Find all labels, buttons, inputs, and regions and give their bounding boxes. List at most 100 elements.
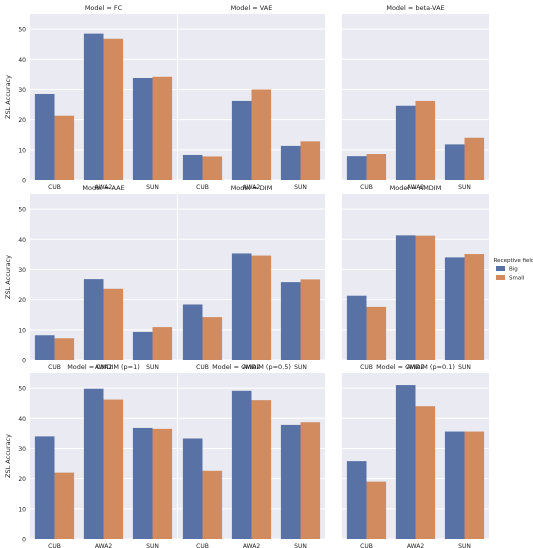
panel: 0 10 20 30 40 50 Model = CMDIM (p=1) CUB AWA2 SUN… <box>4 363 177 548</box>
x-tick-label: SUN <box>458 184 471 191</box>
panel-title: Model = beta-VAE <box>386 4 444 12</box>
bar-small <box>251 255 272 360</box>
legend-title: Receptive field <box>494 258 533 264</box>
x-tick-label: SUN <box>146 543 159 548</box>
bar-big <box>182 438 203 539</box>
y-tick-label: 30 <box>18 267 26 274</box>
y-tick-label: 50 <box>18 27 26 34</box>
bar-small <box>202 317 223 360</box>
x-tick-label: AWA2 <box>243 543 260 548</box>
bar-small <box>251 400 272 539</box>
bar-small <box>54 472 75 539</box>
x-tick-label: AWA2 <box>407 184 424 191</box>
panel-title: Model = FC <box>85 4 123 12</box>
panel: Model = DIM CUB AWA2 SUN <box>178 184 325 371</box>
bar-big <box>231 390 252 539</box>
x-tick-label: SUN <box>458 364 471 371</box>
x-tick-label: SUN <box>294 184 307 191</box>
bar-big <box>346 156 367 180</box>
x-tick-label: SUN <box>294 364 307 371</box>
bar-small <box>54 338 75 360</box>
panel: Model = VAE CUB AWA2 SUN <box>178 4 325 191</box>
bar-big <box>395 385 416 539</box>
x-tick-label: CUB <box>360 184 373 191</box>
x-tick-label: CUB <box>360 543 373 548</box>
bar-big <box>395 235 416 360</box>
x-tick-label: AWA2 <box>95 184 112 191</box>
x-tick-label: AWA2 <box>95 364 112 371</box>
bar-big <box>83 33 104 181</box>
bar-small <box>366 306 387 360</box>
y-tick-label: 50 <box>18 207 26 214</box>
bar-small <box>202 470 223 539</box>
bar-small <box>415 235 436 360</box>
panel: Model = CMDIM (p=0.1)CUBAWA2SUNDataset <box>342 363 489 548</box>
bar-small <box>415 406 436 539</box>
bar-big <box>444 144 465 180</box>
y-tick-label: 20 <box>18 117 26 124</box>
bar-big <box>280 282 301 360</box>
bar-big <box>132 77 153 180</box>
y-axis-label: ZSL Accuracy <box>4 255 12 299</box>
y-tick-label: 20 <box>18 476 26 483</box>
y-tick-label: 40 <box>18 57 26 64</box>
bar-small <box>464 254 485 360</box>
y-axis-label: ZSL Accuracy <box>4 434 12 478</box>
bar-big <box>444 257 465 360</box>
y-tick-label: 30 <box>18 87 26 94</box>
panel: 0 10 20 30 40 50 Model = AAE CUB AWA2 SUN ZSL Accu… <box>4 184 177 371</box>
bar-big <box>231 253 252 360</box>
y-tick-label: 20 <box>18 297 26 304</box>
panel-title: Model = CMDIM (p=0.5) <box>212 363 291 371</box>
bar-small <box>152 428 173 539</box>
panel-title: Model = AAE <box>82 184 124 192</box>
y-tick-label: 10 <box>18 327 26 334</box>
legend: Receptive field Big Small <box>494 258 533 282</box>
bar-big <box>444 431 465 539</box>
y-tick-label: 0 <box>22 537 26 544</box>
bar-big <box>34 93 55 180</box>
bar-small <box>464 431 485 539</box>
y-tick-label: 30 <box>18 446 26 453</box>
bar-big <box>346 461 367 539</box>
bar-small <box>300 141 321 180</box>
x-tick-label: CUB <box>360 364 373 371</box>
bar-small <box>54 115 75 180</box>
legend-label: Big <box>509 267 518 273</box>
x-tick-label: AWA2 <box>407 364 424 371</box>
bar-small <box>300 279 321 360</box>
bar-big <box>280 145 301 180</box>
legend-swatch <box>496 275 505 280</box>
y-axis-label: ZSL Accuracy <box>4 75 12 119</box>
bar-big <box>346 295 367 360</box>
panel-title: Model = VAE <box>231 4 273 12</box>
x-tick-label: SUN <box>294 543 307 548</box>
bar-big <box>132 427 153 539</box>
bar-big <box>132 331 153 360</box>
bar-small <box>103 288 124 360</box>
x-tick-label: AWA2 <box>243 184 260 191</box>
bar-big <box>182 154 203 180</box>
panel: 0 10 20 30 40 50 Model = FC CUB AWA2 SUN ZSL Accur… <box>4 4 177 191</box>
legend-swatch <box>496 266 505 271</box>
legend-label: Small <box>509 276 525 282</box>
x-tick-label: SUN <box>146 184 159 191</box>
bar-big <box>83 279 104 360</box>
bar-small <box>202 156 223 180</box>
x-tick-label: CUB <box>48 364 61 371</box>
panel-title: Model = AMDIM <box>390 184 442 192</box>
bar-small <box>152 76 173 180</box>
y-tick-label: 0 <box>22 358 26 365</box>
bar-big <box>395 105 416 180</box>
panel: Model = AMDIM CUB AWA2 SUN <box>342 184 489 371</box>
y-tick-label: 40 <box>18 237 26 244</box>
panel-title: Model = CMDIM (p=0.1) <box>376 363 455 371</box>
x-tick-label: CUB <box>196 184 209 191</box>
panel: Model = CMDIM (p=0.5)CUBAWA2SUNDataset <box>178 363 325 548</box>
bar-small <box>251 89 272 180</box>
y-tick-label: 40 <box>18 416 26 423</box>
x-tick-label: CUB <box>48 184 61 191</box>
x-tick-label: AWA2 <box>95 543 112 548</box>
x-tick-label: CUB <box>196 543 209 548</box>
